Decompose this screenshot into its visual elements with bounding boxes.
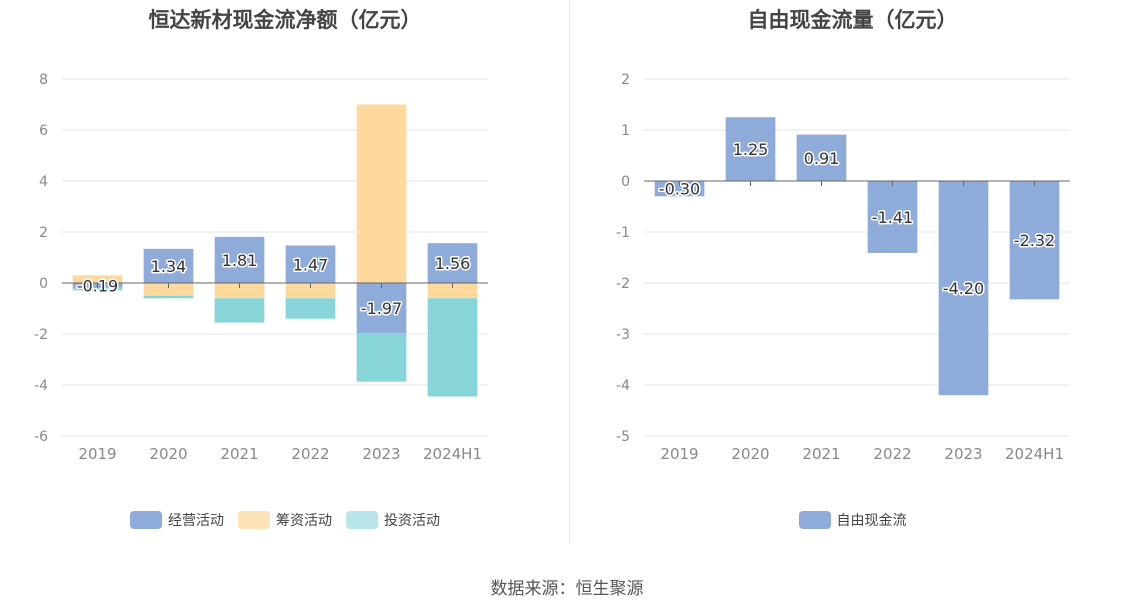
bar-1 (725, 117, 776, 181)
bar-3 (427, 298, 478, 397)
y-tick-label: -2 (616, 276, 630, 292)
legend-label-free-cash-flow: 自由现金流 (836, 513, 907, 529)
y-tick-label: 0 (621, 174, 630, 190)
x-tick-label: 2023 (944, 445, 982, 463)
bar-1 (356, 283, 407, 334)
y-tick-label: 4 (39, 174, 48, 190)
data-label: 1.56 (435, 254, 471, 273)
data-label: 0.91 (804, 149, 840, 168)
y-tick-label: 2 (39, 225, 48, 241)
data-label: -1.41 (872, 208, 913, 227)
x-tick-label: 2019 (660, 445, 698, 463)
data-label: -0.19 (77, 276, 118, 295)
data-label: 1.47 (293, 255, 329, 274)
data-label: 1.25 (733, 140, 769, 159)
legend-label-investing: 投资活动 (384, 513, 440, 529)
legend-item-operating[interactable]: 经营活动 (130, 510, 224, 530)
legend-item-investing[interactable]: 投资活动 (346, 510, 440, 530)
y-tick-label: 1 (621, 123, 630, 139)
bar-1 (143, 248, 194, 283)
left-chart-panel: 恒达新材现金流净额（亿元） -6 -4 -2 0 2 4 6 8 2019 2020 2021 202… (0, 0, 570, 545)
bar-1 (867, 181, 918, 253)
bar-1 (796, 134, 847, 181)
bar-3 (143, 295, 194, 299)
y-tick-label: -4 (616, 378, 630, 394)
y-tick-label: 8 (39, 72, 48, 88)
bar-1 (285, 245, 336, 283)
x-tick-label: 2023 (362, 445, 400, 463)
bar-1 (654, 181, 705, 197)
data-label: 1.81 (222, 251, 258, 270)
x-tick-label: 2021 (802, 445, 840, 463)
bar-2 (72, 275, 123, 283)
legend-swatch-operating (130, 511, 162, 529)
y-tick-label: -6 (34, 429, 48, 445)
y-tick-label: -3 (616, 327, 630, 343)
y-tick-label: 0 (39, 276, 48, 292)
left-legend: 经营活动 筹资活动 投资活动 (0, 510, 570, 530)
legend-swatch-financing (238, 511, 270, 529)
x-tick-label: 2021 (220, 445, 258, 463)
y-tick-label: -5 (616, 429, 630, 445)
bar-1 (427, 243, 478, 283)
bar-3 (285, 298, 336, 319)
x-tick-label: 2022 (291, 445, 329, 463)
y-tick-label: -4 (34, 378, 48, 394)
bar-3 (72, 287, 123, 291)
data-label: -0.30 (659, 180, 700, 199)
x-tick-label: 2019 (78, 445, 116, 463)
legend-item-free-cash-flow[interactable]: 自由现金流 (798, 510, 907, 530)
data-label: 1.34 (151, 257, 187, 276)
data-label: -4.20 (943, 279, 984, 298)
right-chart-panel: 自由现金流量（亿元） -5 -4 -3 -2 -1 0 1 2 2019 2020 2021 2022… (571, 0, 1134, 545)
legend-label-financing: 筹资活动 (276, 513, 332, 529)
bar-3 (214, 298, 265, 323)
x-tick-label: 2020 (149, 445, 187, 463)
x-tick-label: 2024H1 (423, 445, 482, 463)
y-tick-label: 6 (39, 123, 48, 139)
bar-2 (143, 283, 194, 296)
x-tick-label: 2024H1 (1005, 445, 1064, 463)
y-tick-label: 2 (621, 72, 630, 88)
bar-2 (427, 283, 478, 299)
left-chart-svg: -6 -4 -2 0 2 4 6 8 2019 2020 2021 2022 2023 2024H1 -0.… (34, 72, 488, 463)
x-tick-label: 2020 (731, 445, 769, 463)
bar-1 (214, 236, 265, 283)
bar-3 (356, 333, 407, 382)
legend-swatch-investing (346, 511, 378, 529)
data-label: -1.97 (361, 299, 402, 318)
left-chart-title: 恒达新材现金流净额（亿元） (148, 8, 422, 32)
right-chart-svg: -5 -4 -3 -2 -1 0 1 2 2019 2020 2021 2022 2023 2024H1 -… (616, 72, 1070, 463)
bar-1 (938, 181, 989, 396)
bar-2 (356, 104, 407, 283)
legend-swatch-free-cash-flow (798, 511, 831, 529)
y-tick-label: -2 (34, 327, 48, 343)
bar-2 (285, 283, 336, 299)
data-source-note: 数据来源：恒生聚源 (490, 579, 644, 599)
y-tick-label: -1 (616, 225, 630, 241)
panel-divider (569, 0, 570, 543)
bar-1 (1009, 181, 1060, 300)
data-label: -2.32 (1014, 231, 1055, 250)
legend-label-operating: 经营活动 (168, 513, 224, 529)
right-legend: 自由现金流 (571, 510, 1134, 530)
bar-2 (214, 283, 265, 299)
legend-item-financing[interactable]: 筹资活动 (238, 510, 332, 530)
x-tick-label: 2022 (873, 445, 911, 463)
right-chart-title: 自由现金流量（亿元） (747, 8, 958, 32)
